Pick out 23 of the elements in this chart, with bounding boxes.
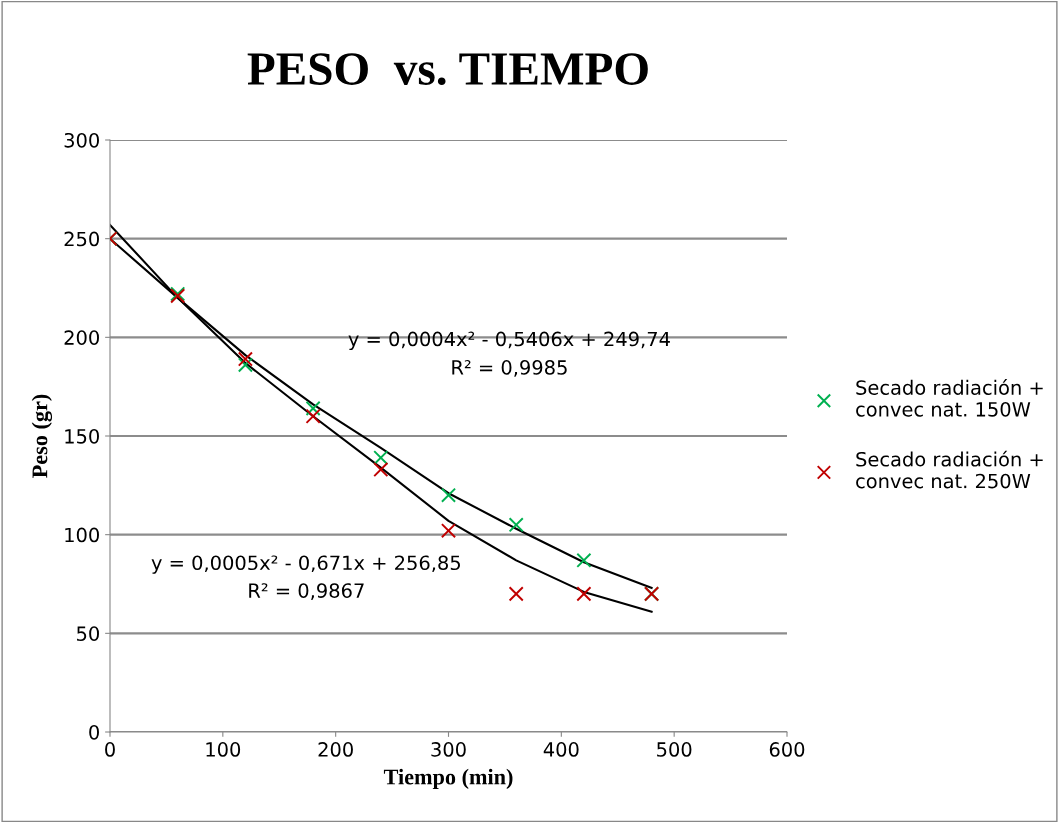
annotation: R² = 0,9985 xyxy=(452,360,567,377)
x-tick-label: 600 xyxy=(769,742,805,757)
x-tick-label: 0 xyxy=(105,742,115,757)
chart-title: PESO vs. TIEMPO xyxy=(247,53,648,86)
x-tick-label: 400 xyxy=(543,742,579,757)
y-tick-label: 100 xyxy=(65,527,99,543)
y-tick-label: 150 xyxy=(65,428,99,444)
annotation: y = 0,0005x² - 0,671x + 256,85 xyxy=(151,555,460,574)
x-tick-label: 100 xyxy=(206,742,241,757)
legend-label: Secado radiación + convec nat. 250W xyxy=(856,450,1043,489)
y-axis-title: Peso (gr) xyxy=(31,394,53,478)
annotation: y = 0,0004x² - 0,5406x + 249,74 xyxy=(348,331,670,351)
x-tick-label: 300 xyxy=(431,742,466,757)
annotation: R² = 0,9867 xyxy=(249,583,364,600)
x-tick-label: 500 xyxy=(657,742,692,757)
y-tick-label: 0 xyxy=(89,724,99,740)
x-axis-title: Tiempo (min) xyxy=(383,768,513,790)
y-tick-label: 200 xyxy=(64,330,99,345)
legend-label: Secado radiación + convec nat. 150W xyxy=(856,379,1043,417)
x-tick-label: 200 xyxy=(318,742,353,757)
y-tick-label: 250 xyxy=(64,231,99,247)
y-tick-label: 300 xyxy=(64,132,99,148)
y-tick-label: 50 xyxy=(77,626,99,641)
